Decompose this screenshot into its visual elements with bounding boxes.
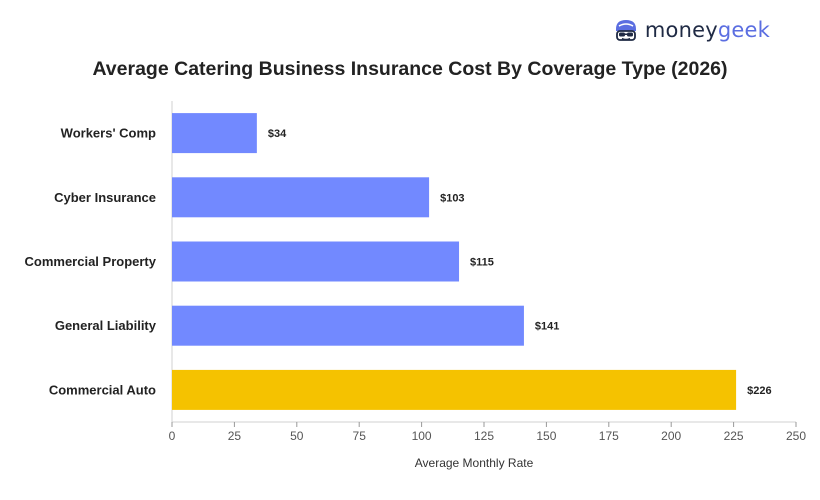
x-tick-label: 225 xyxy=(724,429,744,443)
brand-logo: moneygeek xyxy=(613,18,770,42)
category-label: General Liability xyxy=(55,318,157,333)
x-tick-label: 250 xyxy=(786,429,806,443)
category-label: Commercial Property xyxy=(25,254,157,269)
data-label: $226 xyxy=(747,385,771,397)
data-label: $103 xyxy=(440,192,464,204)
bar xyxy=(172,241,460,282)
data-label: $115 xyxy=(470,257,494,269)
category-label: Commercial Auto xyxy=(49,382,156,397)
data-label: $34 xyxy=(268,128,287,140)
bar xyxy=(172,177,430,218)
data-label: $141 xyxy=(535,321,559,333)
x-tick-label: 100 xyxy=(412,429,432,443)
moneygeek-mascot-icon xyxy=(615,20,636,41)
x-tick-label: 175 xyxy=(599,429,619,443)
x-tick-label: 75 xyxy=(353,429,367,443)
category-label: Cyber Insurance xyxy=(54,190,156,205)
x-tick-label: 125 xyxy=(474,429,494,443)
brand-wordmark: moneygeek xyxy=(644,18,770,42)
x-tick-label: 50 xyxy=(290,429,304,443)
x-tick-label: 200 xyxy=(661,429,681,443)
bar xyxy=(172,113,257,154)
category-label: Workers' Comp xyxy=(61,126,156,141)
x-tick-label: 25 xyxy=(228,429,242,443)
x-axis-label: Average Monthly Rate xyxy=(415,456,534,470)
bar xyxy=(172,305,524,346)
chart-title: Average Catering Business Insurance Cost… xyxy=(92,58,728,80)
x-tick-label: 0 xyxy=(169,429,176,443)
x-tick-label: 150 xyxy=(536,429,556,443)
bar xyxy=(172,369,737,410)
